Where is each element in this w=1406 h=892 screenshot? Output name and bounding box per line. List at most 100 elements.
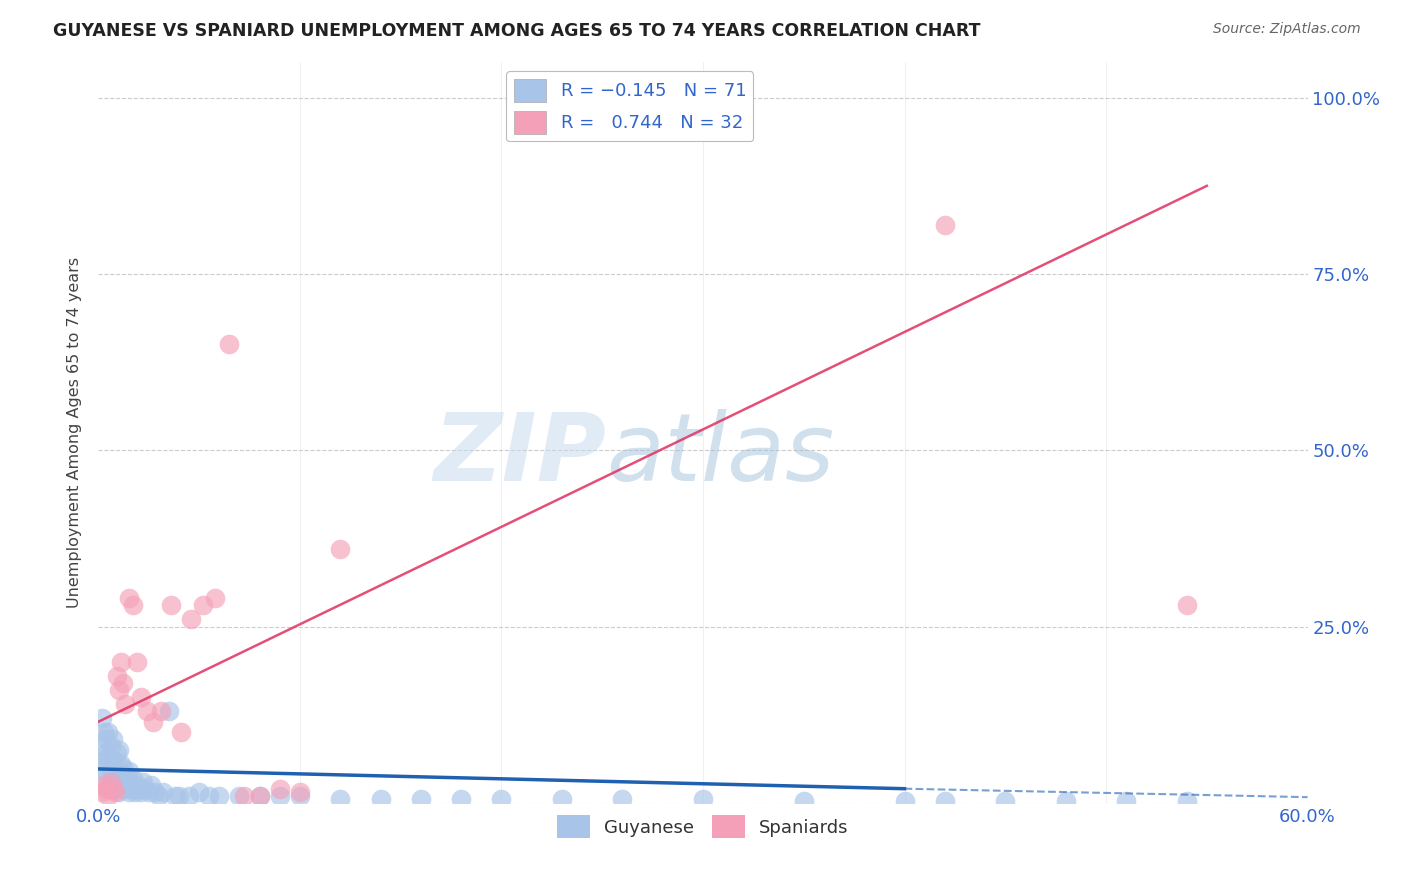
Point [157, 704, 180, 718]
Point [125, 778, 148, 792]
Point [97, 789, 120, 803]
Point [793, 794, 815, 808]
Text: GUYANESE VS SPANIARD UNEMPLOYMENT AMONG AGES 65 TO 74 YEARS CORRELATION CHART: GUYANESE VS SPANIARD UNEMPLOYMENT AMONG … [53, 22, 981, 40]
Legend: Guyanese, Spaniards: Guyanese, Spaniards [550, 808, 856, 846]
Y-axis label: Unemployment Among Ages 65 to 74 years: Unemployment Among Ages 65 to 74 years [67, 257, 83, 608]
Text: atlas: atlas [606, 409, 835, 500]
Point [100, 774, 122, 789]
Point [101, 774, 124, 789]
Point [208, 789, 231, 803]
Point [97, 754, 120, 768]
Point [105, 774, 128, 789]
Point [692, 792, 714, 806]
Point [110, 655, 132, 669]
Point [160, 599, 183, 613]
Point [135, 704, 157, 718]
Point [142, 714, 165, 729]
Point [93, 725, 115, 739]
Point [450, 792, 472, 806]
Point [97, 774, 120, 789]
Point [118, 591, 141, 606]
Point [288, 789, 311, 803]
Point [612, 792, 634, 806]
Point [129, 690, 152, 704]
Point [91, 785, 114, 799]
Point [111, 781, 134, 796]
Point [249, 789, 271, 803]
Point [89, 760, 111, 774]
Point [110, 757, 132, 772]
Point [269, 789, 291, 803]
Point [148, 789, 170, 803]
Point [101, 732, 124, 747]
Point [132, 774, 155, 789]
Point [409, 792, 432, 806]
Point [163, 789, 186, 803]
Point [994, 794, 1017, 808]
Point [105, 669, 128, 683]
Point [1115, 794, 1137, 808]
Point [121, 599, 143, 613]
Point [107, 785, 129, 799]
Point [269, 781, 291, 796]
Point [329, 541, 352, 556]
Point [103, 781, 125, 796]
Point [893, 794, 915, 808]
Point [93, 778, 115, 792]
Point [96, 767, 118, 781]
Point [934, 218, 956, 232]
Point [91, 711, 114, 725]
Point [100, 739, 122, 754]
Point [114, 697, 136, 711]
Point [204, 591, 226, 606]
Point [100, 781, 122, 796]
Point [1175, 599, 1198, 613]
Point [107, 683, 129, 698]
Point [96, 781, 118, 796]
Point [118, 785, 141, 799]
Point [107, 767, 129, 781]
Point [101, 781, 124, 796]
Point [115, 767, 138, 781]
Point [96, 732, 118, 747]
Point [218, 337, 240, 351]
Point [167, 789, 190, 803]
Point [491, 792, 513, 806]
Point [103, 785, 125, 799]
Point [288, 785, 311, 799]
Point [149, 704, 172, 718]
Point [124, 785, 146, 799]
Point [101, 754, 124, 768]
Point [143, 785, 166, 799]
Point [91, 739, 114, 754]
Point [120, 781, 142, 796]
Point [188, 785, 211, 799]
Point [1054, 794, 1077, 808]
Point [118, 764, 141, 778]
Point [111, 760, 134, 774]
Point [100, 760, 122, 774]
Point [329, 792, 352, 806]
Point [129, 785, 152, 799]
Point [551, 792, 574, 806]
Point [232, 789, 254, 803]
Point [193, 599, 215, 613]
Point [180, 612, 202, 626]
Point [107, 743, 129, 757]
Point [93, 754, 115, 768]
Point [138, 785, 160, 799]
Point [170, 725, 193, 739]
Text: Source: ZipAtlas.com: Source: ZipAtlas.com [1213, 22, 1361, 37]
Point [96, 747, 118, 761]
Point [128, 781, 150, 796]
Point [125, 655, 148, 669]
Point [114, 774, 136, 789]
Point [121, 771, 143, 785]
Point [179, 789, 201, 803]
Point [152, 785, 174, 799]
Point [105, 747, 128, 761]
Point [134, 781, 156, 796]
Point [1175, 794, 1198, 808]
Point [228, 789, 250, 803]
Point [139, 778, 162, 792]
